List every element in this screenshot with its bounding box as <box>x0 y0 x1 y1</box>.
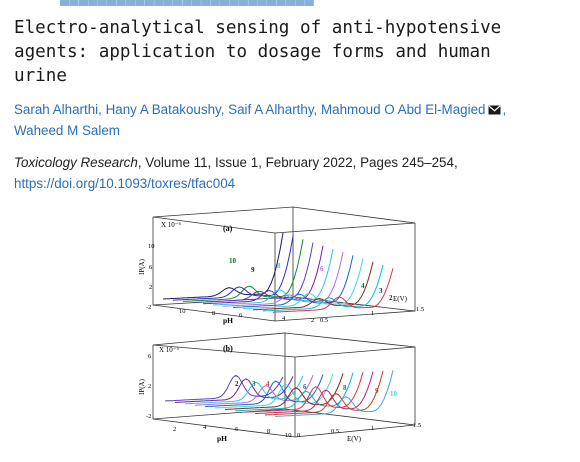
curve-label: 8 <box>277 262 281 270</box>
panel-a-ylabel: IP(A) <box>138 258 146 275</box>
panel-a-etick: 1.5 <box>416 306 424 313</box>
voltammogram-figure: X 10⁻⁶ (a) IP(A) 10 6 2 -2 10 8 6 4 2 0.… <box>138 206 424 443</box>
voltammogram-curve-a <box>202 245 324 305</box>
voltammogram-curve-a <box>232 255 354 308</box>
panel-b-curves <box>164 370 394 417</box>
voltammogram-curve-b <box>244 372 364 413</box>
panel-b-ytick: 6 <box>148 353 152 360</box>
voltammogram-curve-a <box>252 261 374 311</box>
author-link[interactable]: Saif A Alharthy <box>228 102 314 117</box>
voltammogram-curve-b <box>194 375 314 406</box>
author-separator: , <box>313 102 321 117</box>
voltammogram-curve-a <box>182 239 304 302</box>
panel-b-phtick: 2 <box>173 426 176 433</box>
curve-label: 3 <box>252 380 256 388</box>
voltammogram-curve-b <box>264 370 384 416</box>
panel-a-phtick: 8 <box>212 310 215 317</box>
previous-content-strip: ███████████████████████████ <box>0 0 580 9</box>
voltammogram-curve-a <box>272 268 394 313</box>
curve-label: 10 <box>390 390 398 398</box>
curve-label: 4 <box>361 282 365 290</box>
panel-a-exponent: X 10⁻⁶ <box>161 221 182 229</box>
panel-a-etick: 0.5 <box>320 317 328 324</box>
panel-b-label: (b) <box>223 344 233 353</box>
panel-b-etick: 0 <box>297 432 300 439</box>
panel-b-etick: 1 <box>371 425 374 432</box>
panel-a-label: (a) <box>223 224 233 233</box>
author-link[interactable]: Mahmoud O Abd El-Magied <box>320 102 486 117</box>
panel-a-phtick: 2 <box>311 317 314 324</box>
title-line: agents: application to dosage forms and … <box>14 42 491 62</box>
panel-b <box>152 332 416 438</box>
title-line: Electro-analytical sensing of anti-hypot… <box>14 18 502 38</box>
panel-b-etick: 0.5 <box>331 428 339 435</box>
panel-a-xlabel-e: E(V) <box>393 295 408 303</box>
panel-b-phtick: 10 <box>285 432 292 439</box>
panel-a-etick: 1 <box>371 310 374 317</box>
panel-b-exponent: X 10⁻⁵ <box>159 346 180 354</box>
curve-label: 6 <box>320 265 324 273</box>
panel-b-phtick: 8 <box>267 428 270 435</box>
panel-a-curves <box>162 232 394 313</box>
curve-label: 4 <box>266 380 270 388</box>
voltammogram-curve-a <box>162 232 284 300</box>
voltammogram-curve-a <box>172 236 294 301</box>
author-link[interactable]: Hany A Batakoushy <box>105 102 221 117</box>
curve-label: 8 <box>343 384 347 392</box>
voltammogram-curve-b <box>234 372 354 412</box>
voltammogram-curve-b <box>204 374 324 408</box>
panel-b-ylabel: IP(A) <box>138 378 146 395</box>
panel-a-phtick: 4 <box>282 315 286 322</box>
voltammogram-curve-b <box>224 373 344 410</box>
voltammogram-curve-a <box>262 264 384 312</box>
panel-a-phtick: 10 <box>179 308 186 315</box>
article-title[interactable]: Electro-analytical sensing of anti-hypot… <box>14 16 570 88</box>
citation-details: , Volume 11, Issue 1, February 2022, Pag… <box>137 155 458 170</box>
author-separator: , <box>98 102 106 117</box>
panel-a-xlabel-ph: pH <box>223 316 233 325</box>
voltammogram-curve-b <box>174 376 294 403</box>
author-list: Sarah Alharthi, Hany A Batakoushy, Saif … <box>14 100 574 141</box>
journal-name[interactable]: Toxicology Research <box>14 155 138 170</box>
curve-label: 9 <box>375 387 379 395</box>
curve-label: 2 <box>235 380 239 388</box>
panel-b-xlabel-e: E(V) <box>347 435 362 443</box>
curve-label: 9 <box>251 266 255 274</box>
voltammogram-curve-a <box>212 248 334 306</box>
envelope-icon[interactable] <box>488 101 502 121</box>
voltammogram-curve-b <box>214 373 334 409</box>
curve-label: 2 <box>389 294 393 302</box>
panel-b-ytick: -2 <box>146 413 151 420</box>
voltammogram-curve-b <box>274 370 394 417</box>
panel-b-xlabel-ph: pH <box>217 434 227 443</box>
panel-a-ytick: 6 <box>149 264 153 271</box>
panel-b-ytick: 2 <box>148 383 151 390</box>
panel-b-phtick: 4 <box>203 424 207 431</box>
curve-label: 10 <box>229 257 237 265</box>
panel-a-ytick: 2 <box>149 284 152 291</box>
author-separator: , <box>220 102 229 117</box>
citation: Toxicology Research, Volume 11, Issue 1,… <box>14 152 574 194</box>
panel-b-etick: 1.5 <box>413 422 421 429</box>
panel-a-ytick: 10 <box>148 243 155 250</box>
article-figure[interactable]: X 10⁻⁶ (a) IP(A) 10 6 2 -2 10 8 6 4 2 0.… <box>135 205 435 457</box>
panel-a-phtick: 6 <box>239 312 243 319</box>
voltammogram-curve-a <box>242 258 364 310</box>
author-separator: , <box>502 102 507 117</box>
panel-b-phtick: 6 <box>235 426 239 433</box>
author-link[interactable]: Sarah Alharthi <box>14 102 99 117</box>
curve-label: 3 <box>379 287 383 295</box>
voltammogram-curve-b <box>184 375 304 405</box>
voltammogram-curve-b <box>254 371 374 415</box>
panel-a-ytick: -2 <box>146 304 151 311</box>
author-link[interactable]: Waheed M Salem <box>14 123 120 138</box>
voltammogram-curve-b <box>164 374 284 402</box>
curve-label: 6 <box>303 383 307 391</box>
doi-link[interactable]: https://doi.org/10.1093/toxres/tfac004 <box>14 176 236 191</box>
title-line: urine <box>14 66 67 86</box>
